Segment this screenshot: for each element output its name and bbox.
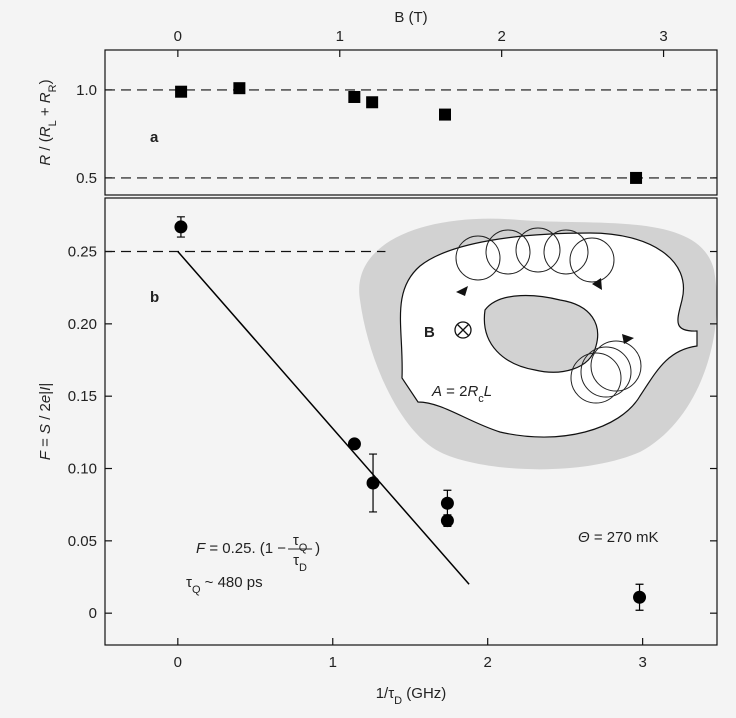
cross-circle (454, 321, 472, 339)
data-point (633, 590, 647, 604)
text-part: (GHz) (402, 685, 446, 702)
annotation: Θ = 270 mK (578, 529, 658, 546)
text-part: B (T) (394, 9, 427, 26)
data-point (630, 171, 643, 184)
orbit (455, 235, 501, 281)
annotation: τQ ~ 480 ps (186, 574, 263, 596)
text-part: ) (315, 540, 320, 557)
x-tick-label: 2 (497, 28, 505, 45)
data-point (174, 220, 188, 234)
text-part: L (47, 120, 59, 126)
text-part: / 2 (37, 403, 54, 424)
text-part: | (37, 383, 54, 387)
text-part: L (484, 383, 492, 400)
orbit (590, 340, 642, 392)
text-part: c (478, 393, 484, 405)
plot-frame (104, 197, 718, 646)
text-part: Q (299, 542, 308, 554)
text-part: τ (186, 574, 192, 591)
orbit (515, 227, 561, 273)
island (483, 295, 599, 373)
text-part: = 270 mK (590, 529, 659, 546)
text-part: τ (293, 552, 299, 569)
fraction-numerator: τQ (293, 532, 308, 554)
orbit (543, 229, 589, 275)
text-part: R (467, 383, 478, 400)
field-symbol (454, 321, 472, 339)
data-point (233, 82, 246, 95)
y-axis-label: R / (RL + RR) (37, 79, 59, 165)
cross (457, 324, 469, 336)
text-part: R (47, 84, 59, 92)
panel-label: b (150, 289, 159, 306)
cyclotron-orbits (455, 227, 642, 404)
x-axis-label: 1/τD (GHz) (376, 685, 447, 707)
text-part: | (37, 391, 54, 395)
text-part: / ( (37, 137, 54, 155)
x-tick-label: 0 (174, 28, 182, 45)
annotation: ) (315, 540, 320, 557)
data-point (175, 85, 188, 98)
text-part: = 0.25. (1 − (205, 540, 286, 557)
x-tick-label: 3 (659, 28, 667, 45)
text-part: Q (192, 584, 201, 596)
text-part: R (37, 155, 54, 166)
text-part: = (37, 434, 54, 451)
text-part: 1/τ (376, 685, 395, 702)
text-part: R (37, 126, 54, 137)
data-point (347, 437, 361, 451)
text-part: + (37, 103, 54, 120)
x-tick-label: 0 (174, 654, 182, 671)
data-point (348, 90, 361, 103)
y-tick-label: 0.05 (68, 533, 97, 550)
y-tick-label: 1.0 (76, 82, 97, 99)
y-tick-label: 0.20 (68, 316, 97, 333)
text-part: A (431, 383, 442, 400)
orbit (580, 346, 632, 398)
y-tick-label: 0.15 (68, 388, 97, 405)
x-tick-label: 3 (638, 654, 646, 671)
text-part: = 2 (442, 383, 467, 400)
text-part: S (37, 424, 54, 434)
annotation: A = 2RcL (431, 383, 492, 405)
y-tick-label: 0.25 (68, 244, 97, 261)
x-tick-label: 2 (484, 654, 492, 671)
y-tick-label: 0.5 (76, 170, 97, 187)
text-part: ~ 480 ps (201, 574, 263, 591)
data-point (366, 476, 380, 490)
orbit (570, 352, 622, 404)
text-part: τ (293, 532, 299, 549)
fit-line (177, 251, 470, 585)
x-tick-label: 1 (329, 654, 337, 671)
text-part: ) (37, 79, 54, 84)
text-part: D (299, 562, 307, 574)
fraction-denominator: τD (293, 552, 307, 574)
data-point (440, 496, 454, 510)
panel-label: a (150, 129, 159, 146)
text-part: D (394, 695, 402, 707)
data-point (366, 96, 379, 109)
y-axis-label: F = S / 2e|I| (37, 383, 54, 460)
x-axis-label: B (T) (394, 9, 427, 26)
annotation: B (424, 324, 435, 341)
orbit (485, 229, 531, 275)
text-part: e (37, 395, 54, 403)
text-part: Θ (578, 529, 590, 546)
y-tick-label: 0 (89, 605, 97, 622)
text-part: F (196, 540, 206, 557)
orbit (569, 237, 615, 283)
y-tick-label: 0.10 (68, 461, 97, 478)
annotation: F = 0.25. (1 − (196, 540, 286, 557)
text-part: F (37, 450, 54, 460)
data-point (440, 514, 454, 528)
data-point (439, 108, 451, 121)
text-part: B (424, 324, 435, 341)
inset-diagram (359, 218, 717, 470)
x-tick-label: 1 (336, 28, 344, 45)
plot-frame (104, 49, 718, 196)
text-part: R (37, 92, 54, 103)
text-part: I (37, 387, 54, 391)
